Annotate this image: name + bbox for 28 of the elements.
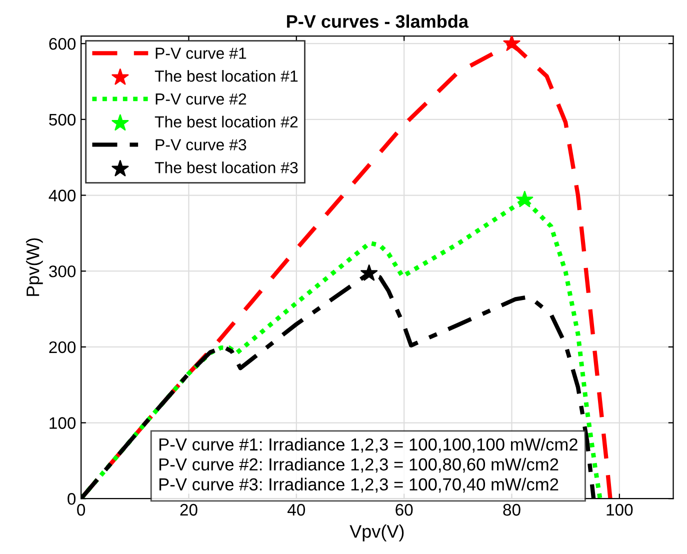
y-tick-label: 600 [49, 38, 76, 50]
legend-label: P-V curve #1 [156, 48, 246, 59]
point [503, 36, 520, 51]
annotation: P-V curve #2: Irradiance 1,2,3 = 100,80,60 mW/cm2 [159, 458, 558, 473]
legend-label: The best location #2 [154, 116, 298, 128]
x-tick-label: 80 [503, 504, 520, 516]
legend-label: P-V curve #3 [156, 139, 246, 150]
x-tick-label: 60 [396, 504, 413, 516]
x-tick-label: 100 [606, 504, 633, 516]
y-tick-label: 100 [50, 417, 76, 429]
legend-label: P-V curve #2 [156, 93, 246, 105]
annotation: P-V curve #1: Irradiance 1,2,3 = 100,100,100 mW/cm2 [159, 438, 578, 453]
y-axis-title: Ppv(W) [26, 238, 43, 296]
x-tick-label: 0 [77, 504, 86, 516]
annotation: P-V curve #3: Irradiance 1,2,3 = 100,70,40 mW/cm2 [159, 478, 558, 493]
point [516, 190, 534, 208]
x-axis-title: Vpv(V) [350, 524, 404, 542]
legend-label: The best location #1 [154, 70, 298, 82]
y-tick-label: 200 [49, 341, 76, 354]
y-tick-label: 500 [49, 114, 76, 126]
y-tick-label: 0 [68, 493, 76, 505]
chart-title: P-V curves - 3lambda [287, 14, 469, 28]
point [360, 264, 378, 281]
x-tick-label: 40 [288, 504, 306, 516]
x-tick-label: 20 [180, 504, 198, 516]
y-tick-label: 400 [48, 190, 76, 202]
legend-label: The best location #3 [154, 162, 298, 174]
y-tick-label: 300 [49, 266, 76, 278]
